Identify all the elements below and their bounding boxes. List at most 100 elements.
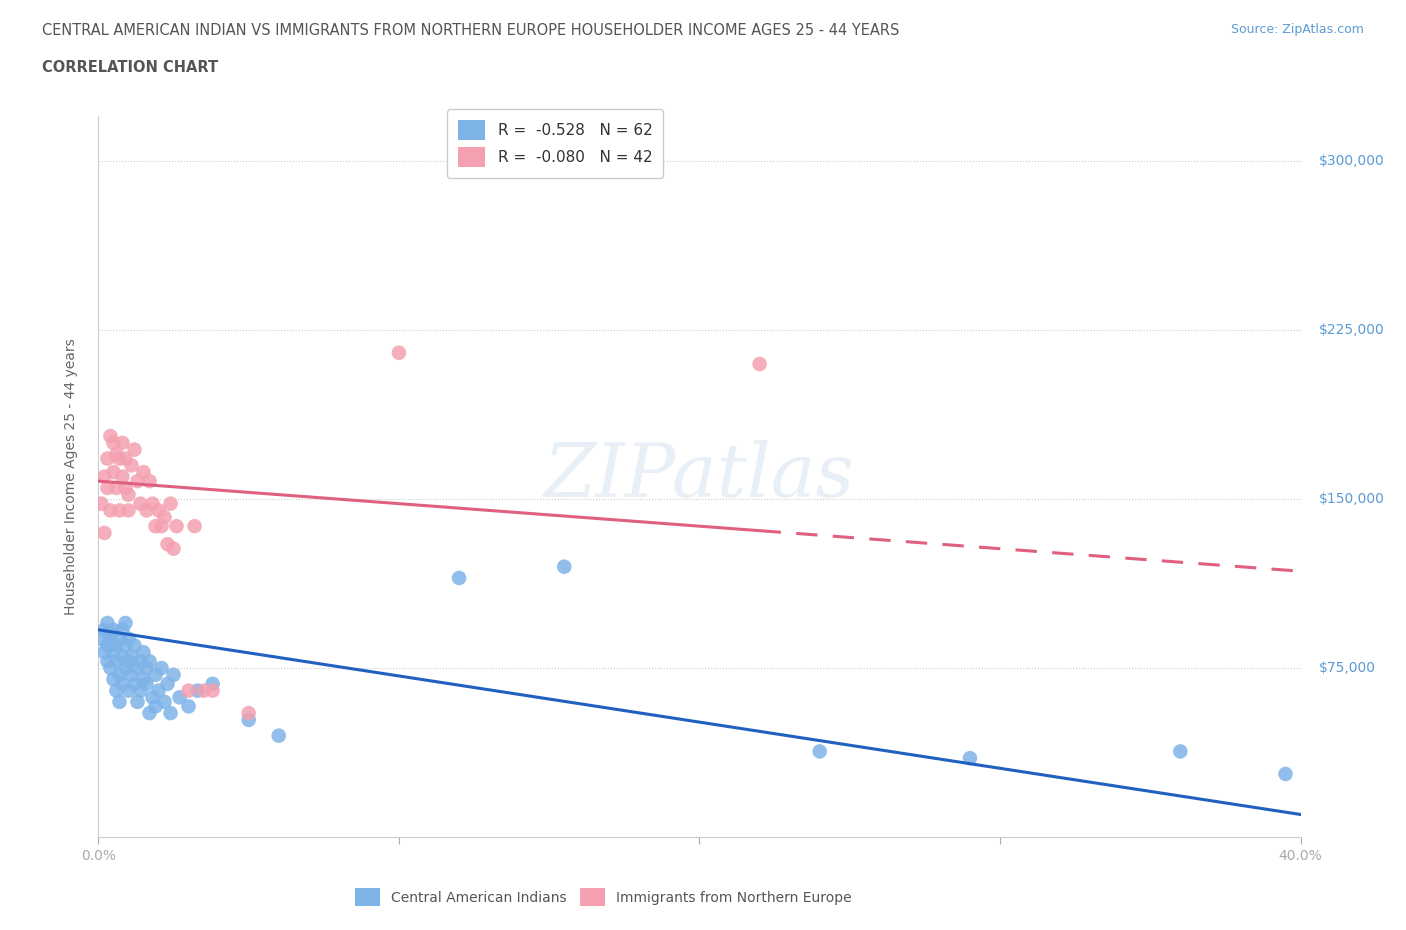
- Text: $75,000: $75,000: [1319, 661, 1375, 675]
- Point: [117, 631, 139, 646]
- Point: [162, 668, 184, 683]
- Point: [177, 699, 200, 714]
- Point: [267, 728, 290, 743]
- Point: [187, 684, 209, 698]
- Point: [103, 644, 125, 659]
- Point: [103, 465, 125, 480]
- Text: $150,000: $150,000: [1319, 492, 1385, 506]
- Point: [808, 744, 831, 759]
- Point: [96, 481, 118, 496]
- Point: [156, 537, 179, 551]
- Point: [117, 487, 139, 502]
- Point: [127, 695, 149, 710]
- Point: [145, 668, 167, 683]
- Point: [114, 660, 136, 675]
- Text: CENTRAL AMERICAN INDIAN VS IMMIGRANTS FROM NORTHERN EUROPE HOUSEHOLDER INCOME AG: CENTRAL AMERICAN INDIAN VS IMMIGRANTS FR…: [42, 23, 900, 38]
- Point: [150, 519, 173, 534]
- Point: [1274, 766, 1296, 781]
- Point: [153, 510, 176, 525]
- Point: [201, 676, 224, 691]
- Point: [1170, 744, 1192, 759]
- Point: [141, 690, 163, 705]
- Point: [183, 519, 205, 534]
- Point: [105, 654, 128, 669]
- Point: [117, 654, 139, 669]
- Point: [959, 751, 981, 765]
- Point: [124, 638, 146, 653]
- Point: [111, 649, 134, 664]
- Point: [129, 654, 152, 669]
- Point: [114, 481, 136, 496]
- Point: [96, 616, 118, 631]
- Point: [100, 660, 122, 675]
- Point: [159, 497, 181, 512]
- Point: [145, 699, 167, 714]
- Point: [129, 684, 152, 698]
- Point: [117, 503, 139, 518]
- Point: [162, 541, 184, 556]
- Point: [553, 559, 575, 574]
- Point: [90, 631, 112, 646]
- Point: [114, 638, 136, 653]
- Point: [177, 684, 200, 698]
- Point: [93, 525, 115, 540]
- Point: [105, 446, 128, 461]
- Point: [124, 442, 146, 457]
- Point: [96, 654, 118, 669]
- Text: CORRELATION CHART: CORRELATION CHART: [42, 60, 218, 75]
- Point: [135, 503, 157, 518]
- Point: [93, 469, 115, 484]
- Point: [96, 451, 118, 466]
- Point: [93, 644, 115, 659]
- Point: [238, 706, 260, 721]
- Point: [100, 503, 122, 518]
- Point: [100, 631, 122, 646]
- Point: [138, 654, 160, 669]
- Point: [169, 690, 191, 705]
- Point: [93, 622, 115, 637]
- Point: [114, 616, 136, 631]
- Point: [114, 451, 136, 466]
- Point: [127, 660, 149, 675]
- Point: [153, 695, 176, 710]
- Point: [108, 695, 131, 710]
- Point: [111, 676, 134, 691]
- Point: [135, 660, 157, 675]
- Point: [141, 497, 163, 512]
- Point: [96, 638, 118, 653]
- Point: [166, 519, 188, 534]
- Point: [748, 356, 770, 371]
- Y-axis label: Householder Income Ages 25 - 44 years: Householder Income Ages 25 - 44 years: [63, 339, 77, 615]
- Point: [447, 570, 470, 585]
- Point: [138, 473, 160, 488]
- Point: [121, 458, 143, 472]
- Point: [111, 469, 134, 484]
- Point: [148, 503, 170, 518]
- Point: [100, 627, 122, 642]
- Point: [108, 668, 131, 683]
- Point: [117, 684, 139, 698]
- Point: [145, 519, 167, 534]
- Point: [105, 684, 128, 698]
- Point: [132, 671, 155, 686]
- Point: [124, 676, 146, 691]
- Point: [148, 684, 170, 698]
- Text: $300,000: $300,000: [1319, 154, 1385, 168]
- Point: [150, 660, 173, 675]
- Point: [127, 473, 149, 488]
- Point: [108, 503, 131, 518]
- Point: [111, 622, 134, 637]
- Legend: Central American Indians, Immigrants from Northern Europe: Central American Indians, Immigrants fro…: [347, 882, 859, 913]
- Point: [121, 668, 143, 683]
- Point: [132, 465, 155, 480]
- Point: [90, 497, 112, 512]
- Point: [201, 684, 224, 698]
- Point: [108, 451, 131, 466]
- Point: [103, 671, 125, 686]
- Point: [103, 435, 125, 450]
- Point: [105, 481, 128, 496]
- Point: [156, 676, 179, 691]
- Point: [103, 622, 125, 637]
- Text: ZIPatlas: ZIPatlas: [544, 441, 855, 512]
- Point: [388, 345, 411, 360]
